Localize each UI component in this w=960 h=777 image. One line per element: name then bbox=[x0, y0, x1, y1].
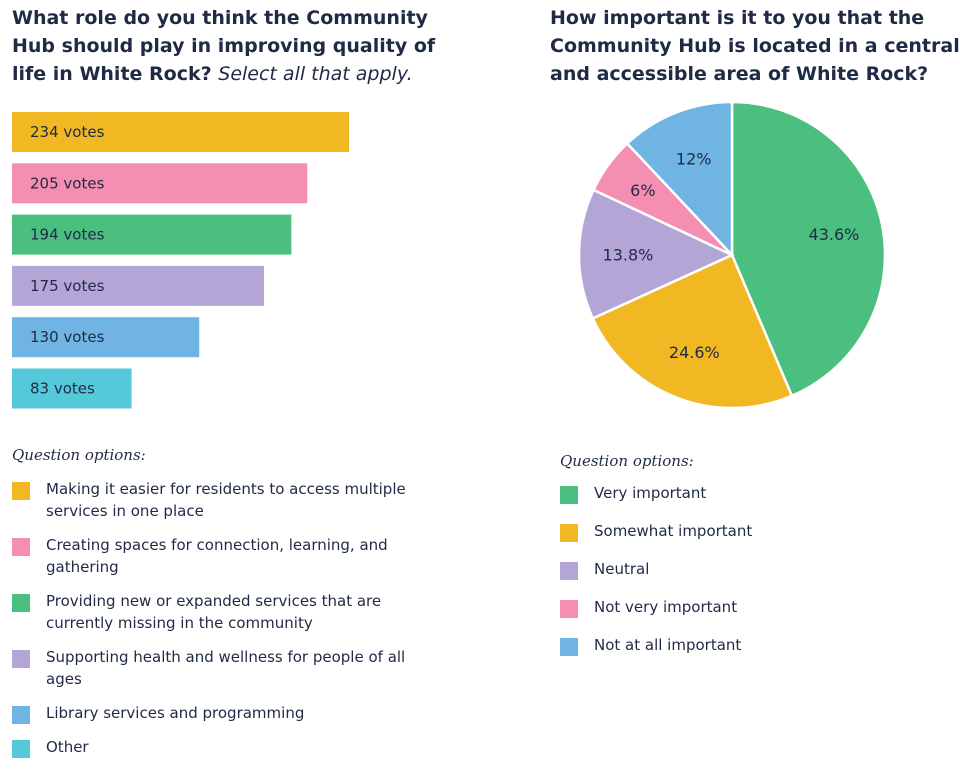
legend-item: Making it easier for residents to access… bbox=[12, 478, 432, 522]
legend-item: Very important bbox=[560, 482, 860, 504]
pie-slice bbox=[625, 100, 734, 259]
pie-chart-title: How important is it to you that the Comm… bbox=[550, 7, 960, 85]
bar-value-label: 175 votes bbox=[30, 277, 105, 295]
pie-legend-heading: Question options: bbox=[560, 452, 694, 470]
legend-swatch bbox=[560, 638, 578, 656]
bar bbox=[12, 265, 265, 306]
bar-value-label: 130 votes bbox=[30, 328, 105, 346]
bar bbox=[12, 214, 292, 255]
pie-chart-legend: Very important Somewhat important Neutral N… bbox=[560, 482, 860, 672]
bar-value-label: 83 votes bbox=[30, 380, 95, 398]
legend-swatch bbox=[560, 562, 578, 580]
legend-label: Not very important bbox=[594, 598, 738, 616]
bar bbox=[12, 368, 132, 409]
legend-item: Somewhat important bbox=[560, 520, 860, 542]
legend-swatch bbox=[12, 706, 30, 724]
legend-label: Very important bbox=[594, 484, 707, 502]
legend-swatch bbox=[560, 524, 578, 542]
pie-slice-label: 43.6% bbox=[809, 225, 860, 244]
legend-swatch bbox=[12, 594, 30, 612]
legend-label: Supporting health and wellness for peopl… bbox=[46, 648, 406, 688]
bar bbox=[12, 112, 349, 152]
legend-swatch bbox=[560, 486, 578, 504]
legend-label: Somewhat important bbox=[594, 522, 753, 540]
legend-item: Not very important bbox=[560, 596, 860, 618]
bar bbox=[12, 163, 308, 204]
legend-label: Library services and programming bbox=[46, 704, 305, 722]
legend-swatch bbox=[560, 600, 578, 618]
legend-label: Neutral bbox=[594, 560, 650, 578]
legend-swatch bbox=[12, 482, 30, 500]
legend-label: Not at all important bbox=[594, 636, 742, 654]
legend-item: Supporting health and wellness for peopl… bbox=[12, 646, 432, 690]
legend-swatch bbox=[12, 650, 30, 668]
bar-chart-title-text: What role do you think the Community Hub… bbox=[12, 7, 436, 85]
pie-slice-label: 13.8% bbox=[603, 245, 654, 264]
pie-slice bbox=[730, 100, 887, 398]
bar-chart-title: What role do you think the Community Hub… bbox=[12, 4, 452, 88]
bar-chart: 234 votes 205 votes 194 votes 175 votes 130 … bbox=[12, 112, 349, 409]
pie-slice-label: 24.6% bbox=[669, 343, 720, 362]
bar-value-label: 205 votes bbox=[30, 174, 105, 192]
pie-chart: 43.6% 24.6% 13.8% 6% 12% bbox=[577, 100, 887, 410]
pie-slice bbox=[577, 188, 735, 321]
pie-slice-label: 12% bbox=[676, 149, 712, 168]
legend-swatch bbox=[12, 740, 30, 758]
legend-label: Providing new or expanded services that … bbox=[46, 592, 382, 632]
bar-legend-heading: Question options: bbox=[12, 446, 146, 464]
legend-label: Making it easier for residents to access… bbox=[46, 480, 406, 520]
legend-item: Library services and programming bbox=[12, 702, 432, 724]
bar-value-label: 234 votes bbox=[30, 123, 105, 141]
bar-chart-legend: Making it easier for residents to access… bbox=[12, 478, 432, 770]
bar-value-label: 194 votes bbox=[30, 226, 105, 244]
legend-label: Other bbox=[46, 738, 89, 756]
legend-item: Not at all important bbox=[560, 634, 860, 656]
bar-chart-title-note: Select all that apply. bbox=[218, 63, 413, 85]
legend-label: Creating spaces for connection, learning… bbox=[46, 536, 388, 576]
legend-item: Providing new or expanded services that … bbox=[12, 590, 432, 634]
pie-slice-label: 6% bbox=[630, 181, 655, 200]
legend-swatch bbox=[12, 538, 30, 556]
bar bbox=[12, 317, 200, 358]
legend-item: Other bbox=[12, 736, 432, 758]
legend-item: Creating spaces for connection, learning… bbox=[12, 534, 432, 578]
pie-slice bbox=[591, 253, 794, 410]
legend-item: Neutral bbox=[560, 558, 860, 580]
